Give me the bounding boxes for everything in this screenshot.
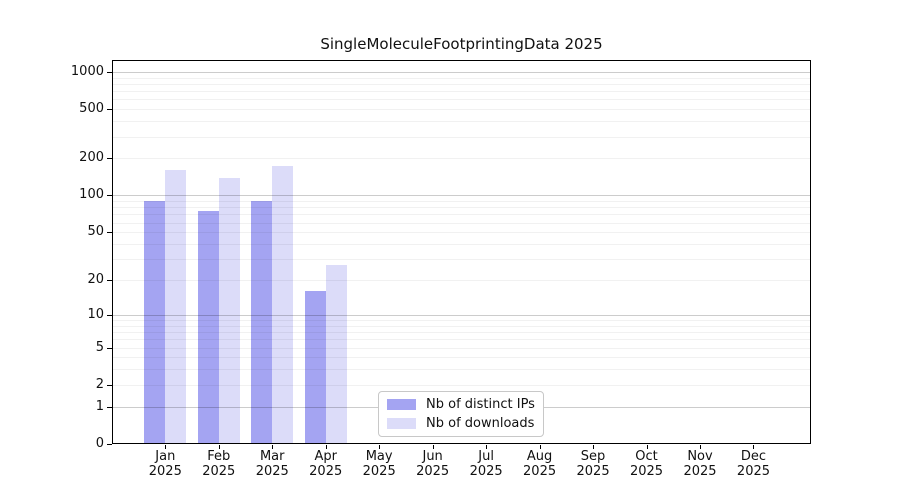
x-tick-label-dec: Dec 2025	[736, 449, 771, 479]
x-axis-tick	[486, 445, 488, 449]
legend: Nb of distinct IPs Nb of downloads	[378, 391, 544, 437]
bar-downloads-apr	[325, 264, 347, 444]
y-axis-tick	[107, 314, 112, 316]
x-tick-label-nov: Nov 2025	[683, 449, 717, 479]
y-tick-label: 10	[87, 306, 104, 322]
gridline-major	[112, 314, 811, 316]
x-axis-tick	[539, 445, 541, 449]
gridline-major	[112, 195, 811, 197]
gridline-minor	[112, 339, 811, 341]
gridline-minor	[112, 222, 811, 224]
x-tick-label-apr: Apr 2025	[309, 449, 343, 479]
gridline-minor	[112, 77, 811, 79]
gridline-minor	[112, 136, 811, 138]
gridline-minor	[112, 109, 811, 111]
bar-downloads-jan	[165, 170, 187, 444]
legend-swatch-downloads	[387, 417, 416, 429]
legend-item-downloads: Nb of downloads	[387, 416, 535, 431]
gridline-minor	[112, 280, 811, 282]
x-axis-tick	[593, 445, 595, 449]
x-axis-tick	[700, 445, 701, 449]
x-tick-label-sep: Sep 2025	[576, 449, 610, 479]
y-axis-tick	[107, 406, 112, 408]
gridline-minor	[112, 121, 811, 123]
legend-item-distinct-ips: Nb of distinct IPs	[387, 397, 535, 412]
x-tick-label-feb: Feb 2025	[202, 449, 236, 479]
gridline-minor	[112, 332, 811, 334]
y-axis-tick	[107, 444, 112, 445]
gridline-minor	[112, 201, 811, 203]
y-axis-tick	[107, 158, 112, 160]
gridline-minor	[112, 232, 811, 234]
y-tick-label: 1	[95, 398, 104, 414]
y-axis-tick	[107, 232, 112, 234]
y-tick-label: 1000	[70, 63, 104, 79]
gridline-minor	[112, 158, 811, 160]
gridline-minor	[112, 244, 811, 245]
y-tick-label: 200	[79, 150, 104, 166]
gridline-minor	[112, 259, 811, 261]
x-axis-tick	[646, 445, 648, 449]
legend-label-distinct-ips: Nb of distinct IPs	[426, 397, 535, 413]
y-axis-tick	[107, 71, 112, 73]
x-tick-label-may: May 2025	[362, 449, 396, 479]
gridline-minor	[112, 325, 811, 327]
y-axis-tick	[107, 109, 112, 111]
y-axis-tick	[107, 280, 112, 282]
gridline-minor	[112, 357, 811, 359]
x-tick-label-oct: Oct 2025	[629, 449, 664, 479]
y-tick-label: 20	[87, 272, 104, 288]
gridline-minor	[112, 384, 811, 386]
x-axis-tick	[753, 445, 755, 449]
y-tick-label: 50	[87, 224, 104, 240]
x-tick-label-aug: Aug 2025	[523, 449, 557, 479]
x-axis-tick	[218, 445, 220, 449]
gridline-minor	[112, 91, 811, 93]
plot-area	[112, 60, 811, 444]
x-axis-tick	[272, 445, 274, 449]
x-tick-label-jun: Jun 2025	[416, 449, 450, 479]
x-axis-tick	[325, 445, 327, 449]
gridline-minor	[112, 369, 811, 371]
y-axis-tick	[107, 195, 112, 197]
legend-swatch-distinct-ips	[387, 399, 416, 411]
x-axis-tick	[432, 445, 434, 449]
gridline-minor	[112, 99, 811, 101]
bar-ips-mar	[251, 201, 273, 444]
chart-title: SingleMoleculeFootprintingData 2025	[320, 35, 603, 53]
gridline-minor	[112, 83, 811, 85]
x-axis-tick	[379, 445, 381, 449]
y-tick-label: 500	[79, 101, 104, 117]
bar-downloads-mar	[272, 166, 294, 444]
legend-label-downloads: Nb of downloads	[426, 415, 535, 431]
y-axis-tick	[107, 384, 112, 386]
x-tick-label-jan: Jan 2025	[148, 449, 182, 479]
gridline-minor	[112, 347, 811, 349]
bar-ips-feb	[197, 210, 219, 444]
y-axis-tick	[107, 347, 112, 349]
bar-ips-apr	[304, 291, 326, 444]
x-tick-label-mar: Mar 2025	[255, 449, 289, 479]
gridline-minor	[112, 320, 811, 321]
bar-ips-jan	[144, 201, 166, 444]
gridline-major	[112, 71, 811, 73]
x-tick-label-jul: Jul 2025	[469, 449, 503, 479]
y-tick-label: 100	[79, 187, 104, 203]
x-axis-tick	[165, 445, 167, 449]
y-tick-label: 2	[95, 376, 104, 392]
gridline-minor	[112, 207, 811, 209]
y-tick-label: 5	[95, 339, 104, 355]
gridline-minor	[112, 214, 811, 216]
y-tick-label: 0	[95, 436, 104, 451]
bar-downloads-feb	[218, 177, 240, 444]
